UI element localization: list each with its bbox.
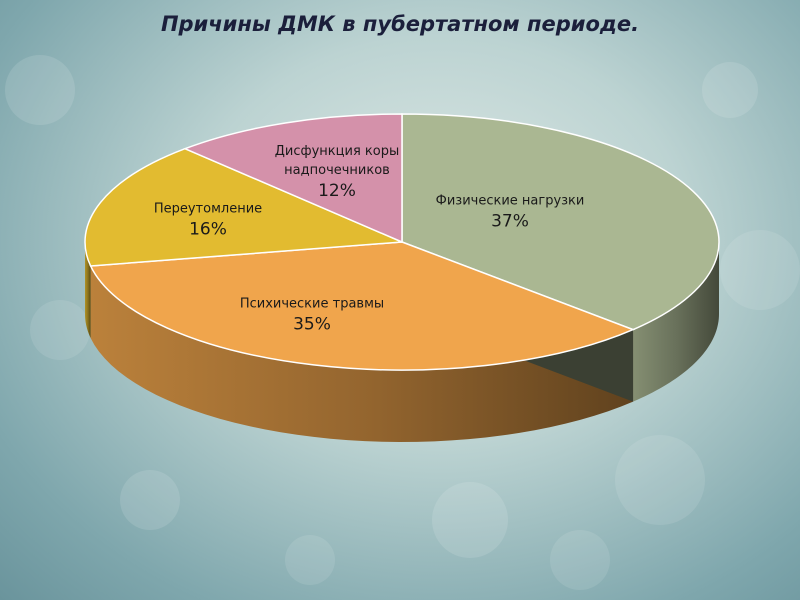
slice-name: Переутомление [153,201,263,217]
value-label: 12% [318,181,356,201]
slice-side [85,242,91,338]
data-label: Переутомление 16% [138,200,278,241]
slice-side [633,242,719,402]
data-label: Психические травмы 35% [217,295,407,336]
pie [84,113,720,442]
background-bokeh [5,55,800,590]
slice-name: Дисфункция коры надпочечников [274,144,400,178]
value-label: 35% [293,314,331,335]
slice [401,113,720,331]
data-label: Дисфункция коры надпочечников 12% [267,142,407,202]
chart-title: Причины ДМК в пубертатном периоде. [160,12,640,36]
slice-name: Психические травмы [239,296,385,312]
slice-name: Физические нагрузки [435,193,585,209]
value-label: 37% [491,211,529,232]
slice [84,147,403,267]
slice-side [90,265,634,442]
data-label: Физические нагрузки 37% [415,192,605,233]
slice [182,113,403,244]
slice [89,241,636,371]
value-label: 16% [189,219,227,240]
